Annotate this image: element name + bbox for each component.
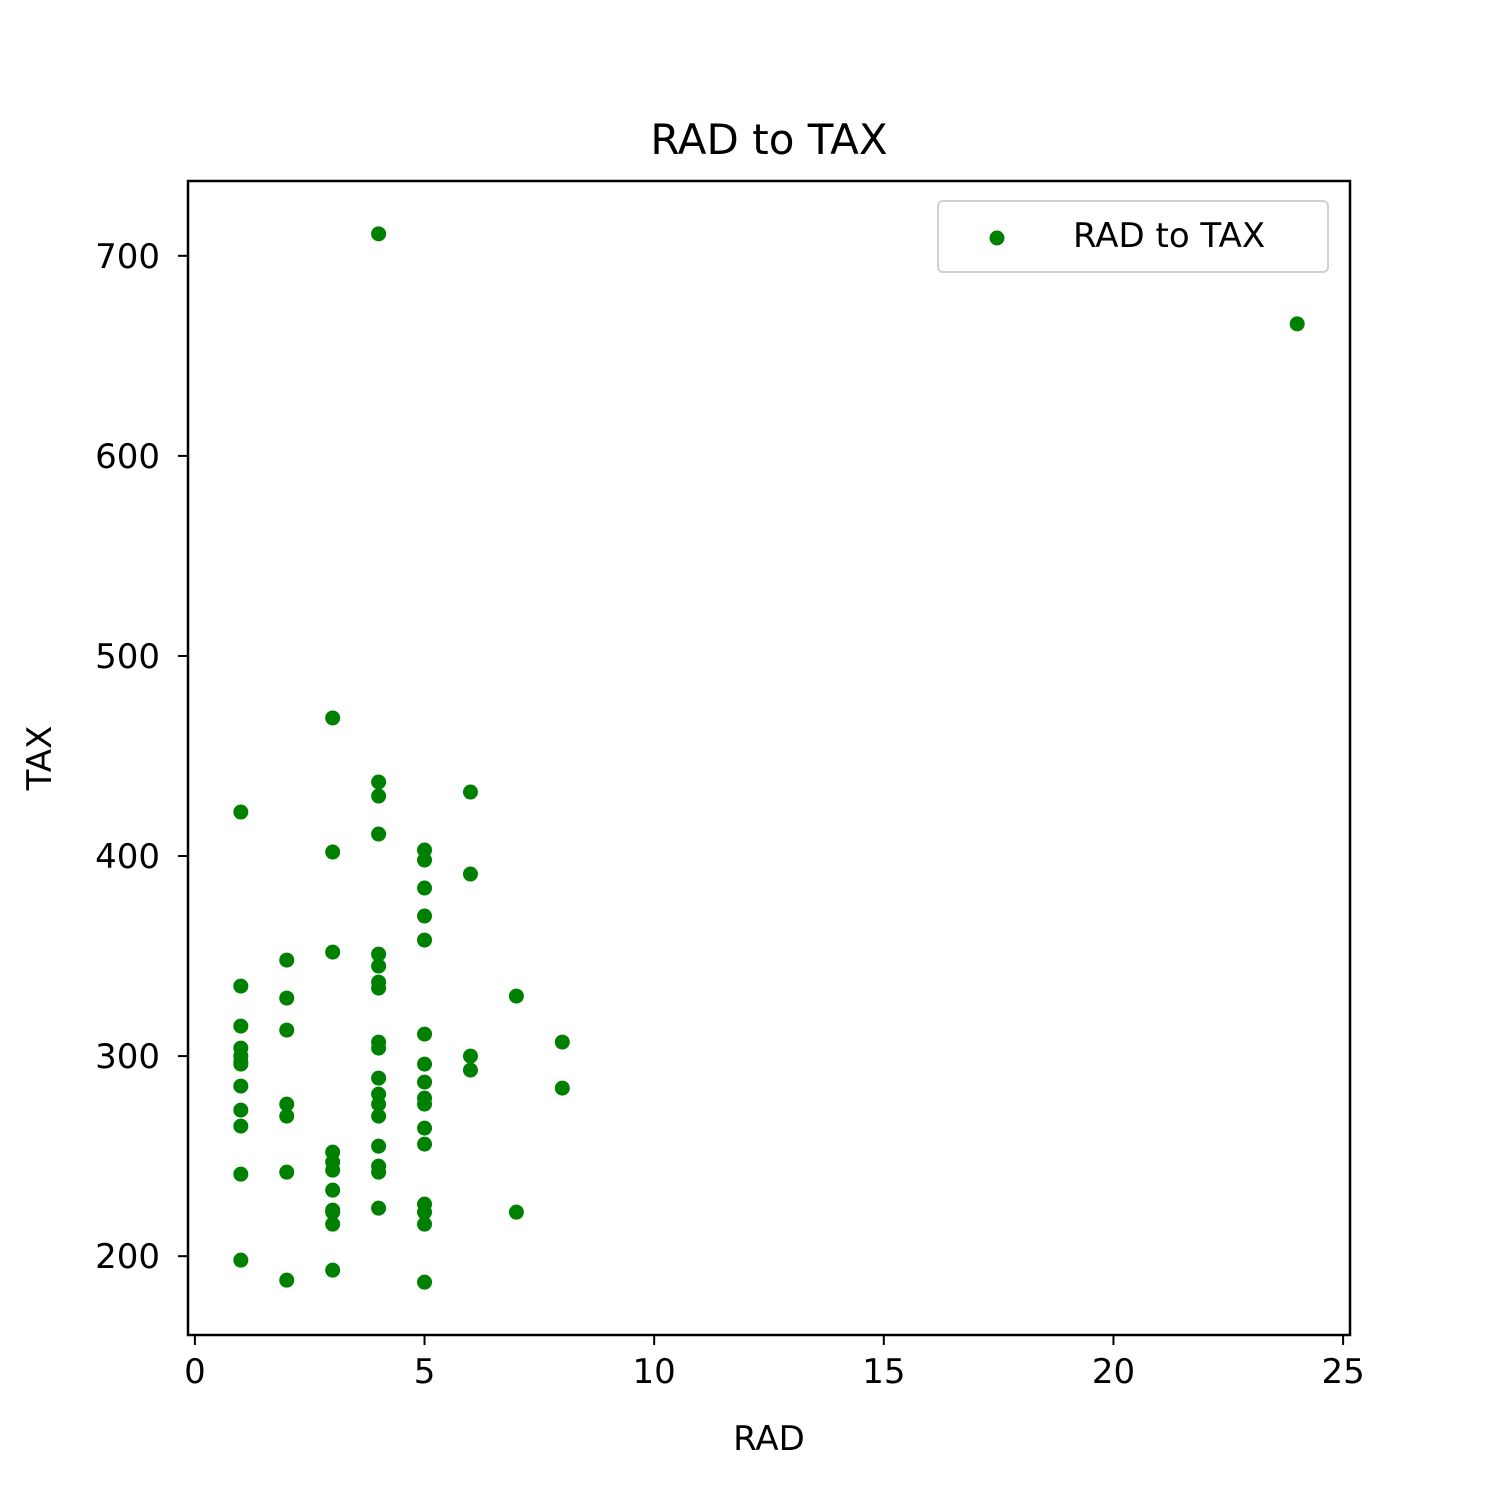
data-point	[1289, 316, 1305, 332]
x-tick-label: 20	[1092, 1352, 1135, 1392]
legend-marker	[989, 230, 1005, 246]
data-point	[233, 804, 249, 820]
x-axis-label: RAD	[733, 1419, 805, 1459]
data-point	[325, 1144, 341, 1160]
y-tick-label: 500	[95, 637, 160, 677]
tick-marks: 0 5 10 15 20 25 200 300 400 500 600 700	[95, 237, 1365, 1392]
data-point	[417, 852, 433, 868]
data-point	[417, 1136, 433, 1152]
data-point	[233, 1040, 249, 1056]
data-point	[462, 1062, 478, 1078]
data-point	[417, 880, 433, 896]
data-point	[417, 1204, 433, 1220]
y-axis-label: TAX	[20, 726, 60, 792]
data-point	[371, 1070, 387, 1086]
data-point	[508, 988, 524, 1004]
data-point	[417, 908, 433, 924]
data-point	[325, 1182, 341, 1198]
data-point	[417, 1120, 433, 1136]
data-point	[417, 1096, 433, 1112]
data-point	[371, 226, 387, 242]
data-point	[233, 1018, 249, 1034]
data-point	[325, 1216, 341, 1232]
legend-label: RAD to TAX	[1073, 216, 1265, 256]
data-point	[371, 1164, 387, 1180]
data-point	[371, 826, 387, 842]
data-point	[462, 784, 478, 800]
data-point	[233, 1102, 249, 1118]
data-point	[279, 1272, 295, 1288]
data-point	[417, 1026, 433, 1042]
data-point	[233, 1252, 249, 1268]
x-tick-label: 10	[633, 1352, 676, 1392]
axes-frame	[186, 179, 1352, 1337]
legend-box	[937, 200, 1329, 273]
data-point	[279, 1108, 295, 1124]
data-point	[371, 788, 387, 804]
y-tick-label: 400	[95, 837, 160, 877]
data-point	[325, 1262, 341, 1278]
chart-title: RAD to TAX	[650, 115, 887, 164]
data-point	[554, 1034, 570, 1050]
data-point	[325, 944, 341, 960]
data-points	[233, 226, 1305, 1290]
plot-area	[188, 181, 1350, 1335]
data-point	[371, 1138, 387, 1154]
x-tick-label: 5	[414, 1352, 436, 1392]
data-point	[371, 958, 387, 974]
y-tick-label: 200	[95, 1237, 160, 1277]
data-point	[233, 1166, 249, 1182]
data-point	[325, 710, 341, 726]
data-point	[279, 952, 295, 968]
x-tick-label: 25	[1321, 1352, 1364, 1392]
data-point	[417, 1274, 433, 1290]
data-point	[371, 980, 387, 996]
y-tick-label: 600	[95, 437, 160, 477]
plot-background	[188, 181, 1350, 1335]
data-point	[371, 1040, 387, 1056]
data-point	[371, 1108, 387, 1124]
data-point	[325, 844, 341, 860]
data-point	[279, 990, 295, 1006]
data-point	[508, 1204, 524, 1220]
axes	[186, 179, 1352, 1337]
data-point	[325, 1202, 341, 1218]
x-tick-label: 0	[184, 1352, 206, 1392]
data-point	[462, 1048, 478, 1064]
data-point	[417, 1056, 433, 1072]
legend: RAD to TAX	[937, 200, 1329, 273]
data-point	[233, 978, 249, 994]
data-point	[417, 1216, 433, 1232]
data-point	[417, 1074, 433, 1090]
y-tick-label: 700	[95, 237, 160, 277]
data-point	[233, 1078, 249, 1094]
data-point	[233, 1054, 249, 1070]
data-point	[371, 1200, 387, 1216]
data-point	[279, 1096, 295, 1112]
data-point	[462, 866, 478, 882]
data-point	[371, 946, 387, 962]
data-point	[233, 1118, 249, 1134]
data-point	[371, 774, 387, 790]
data-point	[417, 932, 433, 948]
x-tick-label: 15	[862, 1352, 905, 1392]
data-point	[554, 1080, 570, 1096]
data-point	[371, 1096, 387, 1112]
y-tick-label: 300	[95, 1037, 160, 1077]
data-point	[279, 1022, 295, 1038]
data-point	[279, 1164, 295, 1180]
